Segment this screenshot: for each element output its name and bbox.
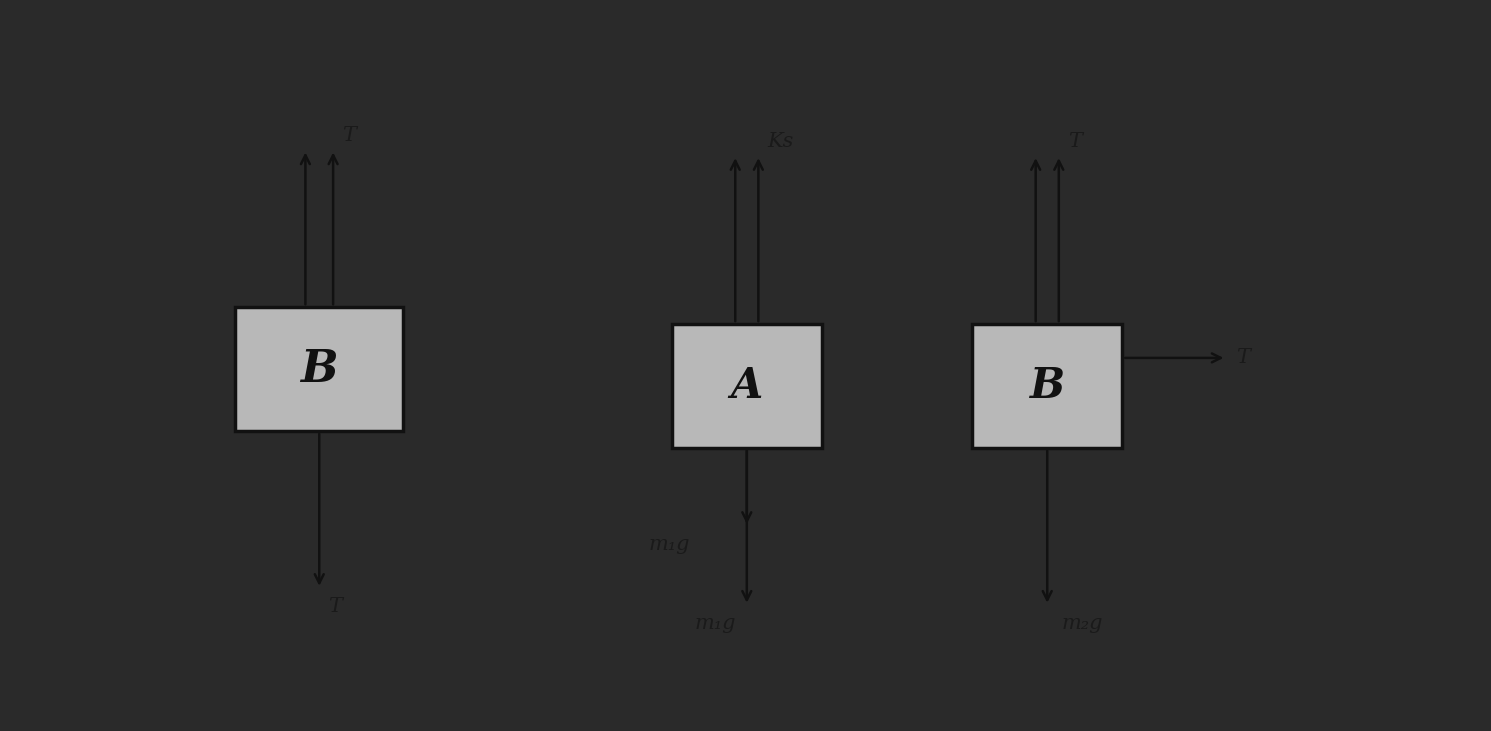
- Text: T: T: [1236, 349, 1249, 368]
- FancyBboxPatch shape: [972, 324, 1123, 448]
- Text: B: B: [1030, 365, 1065, 407]
- FancyBboxPatch shape: [671, 324, 822, 448]
- Text: m₁g: m₁g: [695, 614, 737, 633]
- Text: B: B: [301, 348, 338, 390]
- Text: Ks: Ks: [768, 132, 795, 151]
- Text: A: A: [731, 365, 763, 407]
- Text: T: T: [343, 126, 356, 145]
- Text: T: T: [328, 597, 343, 616]
- Text: m₁g: m₁g: [649, 535, 690, 554]
- Text: T: T: [1068, 132, 1082, 151]
- FancyBboxPatch shape: [236, 307, 403, 431]
- Text: m₂g: m₂g: [1062, 614, 1103, 633]
